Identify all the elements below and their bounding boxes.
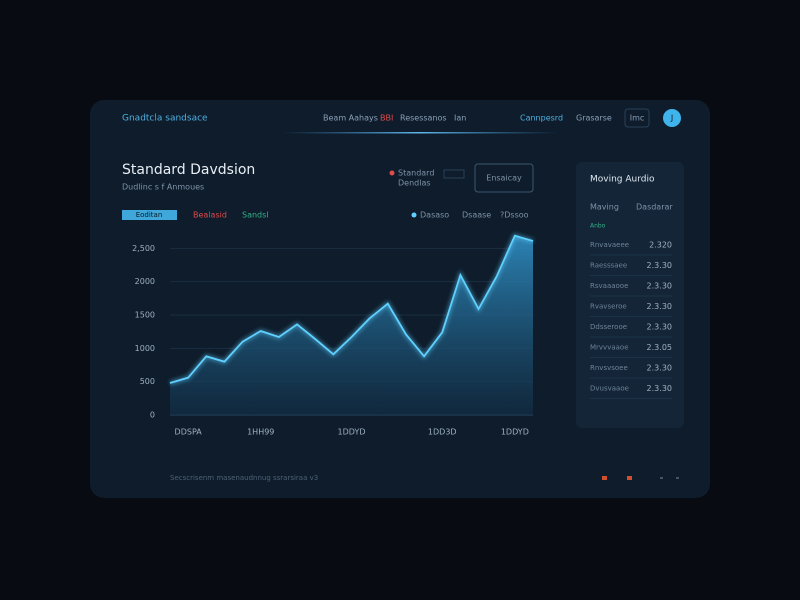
footer-text: Secscrisenm masenaudnnug ssrarsiraa v3 xyxy=(170,474,318,482)
side-panel xyxy=(576,162,684,428)
row-label: Ddsserooe xyxy=(590,323,627,331)
y-tick-label: 500 xyxy=(140,377,155,386)
row-label: Rnvsvsoee xyxy=(590,364,628,372)
nav-badge[interactable]: BBI xyxy=(380,114,393,123)
panel-title: Moving Aurdio xyxy=(590,175,655,185)
search-label[interactable]: Imc xyxy=(630,114,645,123)
y-tick-label: 1500 xyxy=(135,311,155,320)
legend-label[interactable]: ?Dssoo xyxy=(500,211,529,220)
row-value: 2.3.05 xyxy=(647,343,672,352)
page-dot[interactable] xyxy=(627,476,632,480)
row-value: 2.3.30 xyxy=(647,282,672,291)
row-label: Mrvvvaaoe xyxy=(590,344,629,352)
row-value: 2.320 xyxy=(649,241,672,250)
row-label: Raesssaee xyxy=(590,262,627,270)
x-tick-label: 1DDYD xyxy=(501,428,529,437)
chart-title: Standard Davdsion xyxy=(122,162,255,178)
legend-label[interactable]: Dasaso xyxy=(420,211,449,220)
tab[interactable]: Bealasid xyxy=(193,211,227,220)
toggle[interactable] xyxy=(443,169,465,179)
row-value: 2.3.30 xyxy=(647,302,672,311)
x-tick-label: DDSPA xyxy=(175,428,203,437)
nav-item[interactable]: Grasarse xyxy=(576,114,612,123)
legend-dot xyxy=(411,212,417,218)
area xyxy=(170,235,533,415)
legend-dot xyxy=(389,170,395,176)
y-tick-label: 2,500 xyxy=(132,244,155,253)
tab[interactable]: Sandsl xyxy=(242,211,269,220)
tab[interactable]: Eoditan xyxy=(136,211,163,219)
chart-subtitle: Dudlinc s f Anmoues xyxy=(122,183,204,192)
panel-tag: Anbo xyxy=(590,223,606,230)
page-dot[interactable] xyxy=(602,476,607,480)
nav-item[interactable]: Beam Aahays xyxy=(323,114,378,123)
legend-label[interactable]: Dsaase xyxy=(462,211,491,220)
button[interactable] xyxy=(474,163,534,193)
legend-label[interactable]: Standard xyxy=(398,169,434,178)
nav-item[interactable]: Ian xyxy=(454,114,466,123)
header-line xyxy=(280,132,560,134)
row-value: 2.3.30 xyxy=(647,364,672,373)
chart: 0 500 1000 1500 2000 2,500 DDSPA 1HH99 1DDYD 1DD3… xyxy=(132,233,534,437)
y-tick-label: 2000 xyxy=(135,277,155,286)
avatar[interactable] xyxy=(663,109,681,127)
page-dot[interactable] xyxy=(660,477,663,479)
panel-column: Dasdarar xyxy=(636,203,673,212)
tab-active[interactable] xyxy=(122,210,177,220)
nav-item[interactable]: Cannpesrd xyxy=(520,114,563,123)
row-value: 2.3.30 xyxy=(647,323,672,332)
x-tick-label: 1DDYD xyxy=(337,428,365,437)
row-label: Rsvaaaooe xyxy=(590,282,628,290)
avatar-initial[interactable]: J xyxy=(670,114,673,123)
x-tick-label: 1HH99 xyxy=(247,428,274,437)
x-tick-label: 1DD3D xyxy=(428,428,457,437)
legend-label[interactable]: Dendlas xyxy=(398,179,431,188)
line xyxy=(169,234,534,384)
row-label: Rnvavaeee xyxy=(590,241,629,249)
row-value: 2.3.30 xyxy=(647,261,672,270)
brand: Gnadtcla sandsace xyxy=(122,114,208,124)
row-label: Rvavseroe xyxy=(590,303,627,311)
row-label: Dvusvaaoe xyxy=(590,385,629,393)
search-box[interactable] xyxy=(624,108,650,128)
row-value: 2.3.30 xyxy=(647,384,672,393)
panel-rows: Rnvavaeee 2.320 Raesssaee 2.3.30 Rsvaaaooe 2.… xyxy=(590,241,672,399)
y-tick-label: 0 xyxy=(150,411,155,420)
panel-column: Maving xyxy=(590,203,619,212)
y-tick-label: 1000 xyxy=(135,344,155,353)
nav-item[interactable]: Resessanos xyxy=(400,114,447,123)
button-label[interactable]: Ensaicay xyxy=(486,174,522,183)
page-dot[interactable] xyxy=(676,477,679,479)
